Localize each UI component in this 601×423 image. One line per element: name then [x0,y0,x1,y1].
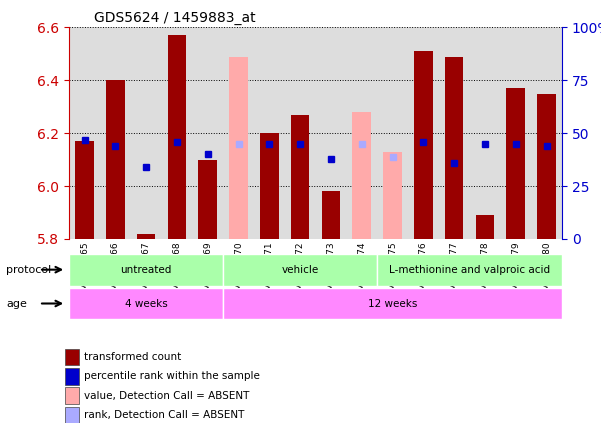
Bar [322,191,340,239]
Bar [223,288,562,319]
Text: value, Detection Call = ABSENT: value, Detection Call = ABSENT [84,391,249,401]
Text: protocol: protocol [6,265,51,275]
Bar [137,233,155,239]
Bar [198,160,217,239]
Text: transformed count: transformed count [84,352,181,362]
Text: 4 weeks: 4 weeks [125,299,168,308]
Bar [414,51,433,239]
Bar [168,36,186,239]
Bar [66,349,79,365]
Bar [66,368,79,385]
Bar [507,88,525,239]
Bar [291,115,310,239]
Bar [230,57,248,239]
Bar [75,141,94,239]
Text: rank, Detection Call = ABSENT: rank, Detection Call = ABSENT [84,410,244,420]
Text: 12 weeks: 12 weeks [368,299,417,308]
Bar [537,93,556,239]
Text: vehicle: vehicle [281,265,319,275]
Bar [383,152,401,239]
Text: percentile rank within the sample: percentile rank within the sample [84,371,260,382]
Bar [445,57,463,239]
Text: untreated: untreated [120,265,172,275]
Bar [260,133,278,239]
Bar [69,254,223,286]
Text: GDS5624 / 1459883_at: GDS5624 / 1459883_at [94,11,255,25]
Bar [475,215,494,239]
Text: L-methionine and valproic acid: L-methionine and valproic acid [389,265,550,275]
Text: age: age [6,299,27,309]
Bar [223,254,377,286]
Bar [69,288,223,319]
Bar [66,387,79,404]
Bar [66,407,79,423]
Bar [377,254,562,286]
Bar [352,112,371,239]
Bar [106,80,124,239]
